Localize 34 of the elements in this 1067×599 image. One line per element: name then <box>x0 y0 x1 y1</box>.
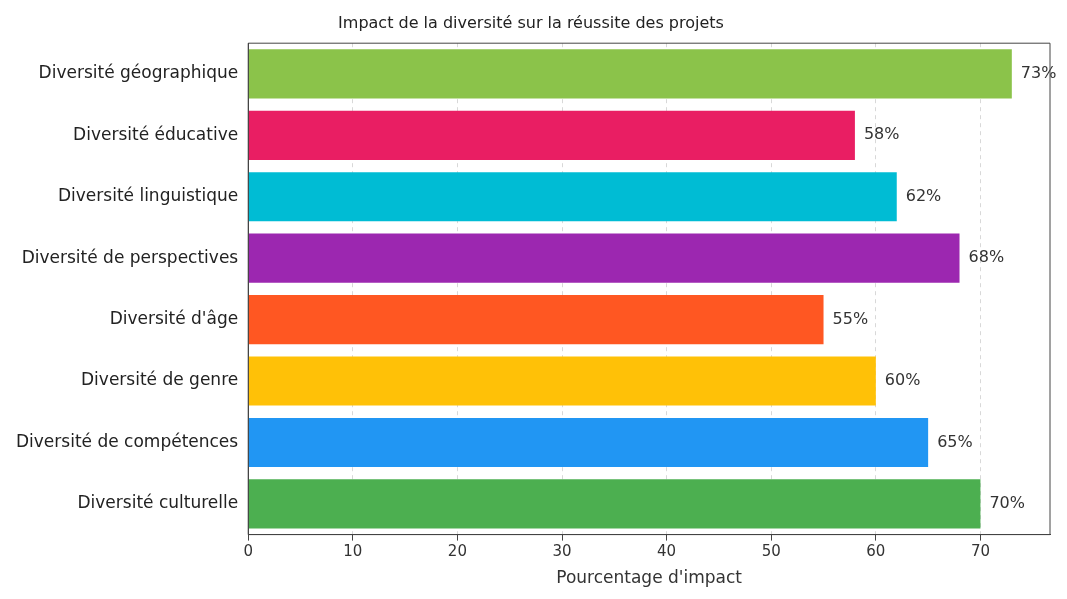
data-label: 62% <box>905 185 942 205</box>
x-tick-label: 70 <box>970 542 990 561</box>
data-label: 55% <box>832 308 869 328</box>
data-label: 68% <box>968 247 1005 267</box>
y-tick-label: Diversité d'âge <box>109 308 239 329</box>
bar <box>248 479 981 529</box>
bar <box>248 172 897 222</box>
data-label: 73% <box>1020 63 1057 83</box>
bar <box>248 110 855 160</box>
y-tick-label: Diversité de compétences <box>15 430 239 451</box>
y-tick-label: Diversité culturelle <box>77 492 239 513</box>
data-label: 65% <box>937 431 973 451</box>
bar <box>248 295 824 345</box>
y-tick-label: Diversité de perspectives <box>21 246 239 267</box>
bar <box>248 233 960 283</box>
x-tick-label: 20 <box>447 542 467 561</box>
x-tick-label: 60 <box>866 542 886 561</box>
x-tick-label: 10 <box>343 542 363 561</box>
x-tick-label: 0 <box>243 542 253 561</box>
y-tick-label: Diversité éducative <box>73 123 239 144</box>
x-tick-label: 30 <box>552 542 572 561</box>
bar <box>248 417 929 468</box>
y-tick-label: Diversité de genre <box>81 369 239 390</box>
y-tick-label: Diversité géographique <box>38 62 239 83</box>
chart-title: Impact de la diversité sur la réussite des projets <box>338 12 724 32</box>
data-label: 70% <box>989 493 1025 513</box>
x-tick-label: 40 <box>657 542 677 561</box>
bar <box>248 49 1012 99</box>
bar <box>248 356 876 406</box>
data-label: 60% <box>884 370 921 390</box>
x-tick-label: 50 <box>761 542 781 561</box>
data-label: 58% <box>863 124 900 144</box>
y-tick-label: Diversité linguistique <box>57 185 239 206</box>
x-axis-title: Pourcentage d'impact <box>556 567 743 588</box>
